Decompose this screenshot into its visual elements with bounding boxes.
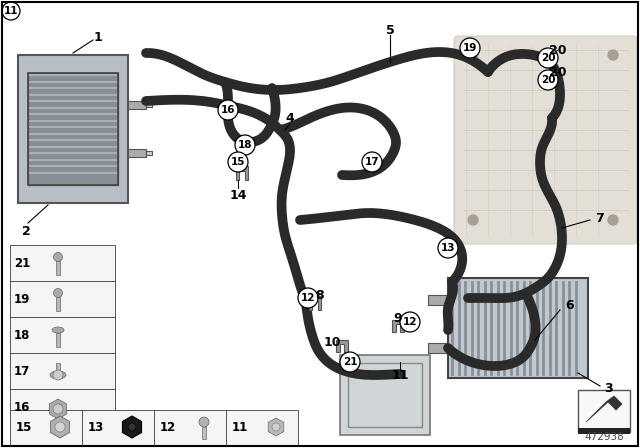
Text: 16: 16 <box>221 105 236 115</box>
Text: 2: 2 <box>22 224 30 237</box>
Polygon shape <box>308 296 321 310</box>
Text: 1: 1 <box>93 30 102 43</box>
Bar <box>128 149 146 157</box>
Circle shape <box>53 370 63 380</box>
Ellipse shape <box>52 327 64 333</box>
Text: 16: 16 <box>14 401 30 414</box>
Circle shape <box>54 289 63 297</box>
Circle shape <box>235 135 255 155</box>
Circle shape <box>228 152 248 172</box>
Circle shape <box>55 422 65 432</box>
Bar <box>578 428 630 434</box>
Text: 19: 19 <box>14 293 30 306</box>
Text: 11: 11 <box>391 369 409 382</box>
Circle shape <box>128 423 136 431</box>
Circle shape <box>272 423 280 431</box>
Circle shape <box>199 417 209 427</box>
Text: 19: 19 <box>463 43 477 53</box>
Polygon shape <box>236 166 248 180</box>
Circle shape <box>468 50 478 60</box>
Bar <box>202 427 206 439</box>
Bar <box>578 390 630 432</box>
FancyBboxPatch shape <box>454 36 637 244</box>
Bar <box>154 410 226 445</box>
Text: 20: 20 <box>541 53 556 63</box>
Text: 20: 20 <box>541 75 556 85</box>
Circle shape <box>362 152 382 172</box>
Bar <box>348 363 422 427</box>
Bar <box>10 281 115 317</box>
Bar <box>428 295 448 305</box>
Circle shape <box>53 404 63 414</box>
Text: 12: 12 <box>160 421 176 434</box>
Polygon shape <box>392 320 404 332</box>
Polygon shape <box>586 396 622 422</box>
Circle shape <box>400 312 420 332</box>
Bar <box>10 410 82 445</box>
Bar <box>28 73 118 185</box>
Text: 10: 10 <box>323 336 340 349</box>
Text: 13: 13 <box>441 243 455 253</box>
Text: 12: 12 <box>403 317 417 327</box>
Circle shape <box>54 253 63 262</box>
Text: 7: 7 <box>595 211 604 224</box>
Bar <box>448 278 588 378</box>
Polygon shape <box>337 340 348 352</box>
Text: 11: 11 <box>4 6 19 16</box>
Text: 9: 9 <box>394 311 403 324</box>
Text: 20: 20 <box>549 43 567 56</box>
Circle shape <box>608 215 618 225</box>
Bar <box>146 103 152 107</box>
Circle shape <box>298 288 318 308</box>
Text: 6: 6 <box>565 298 573 311</box>
Text: 15: 15 <box>231 157 245 167</box>
Circle shape <box>608 50 618 60</box>
Text: 20: 20 <box>549 65 567 78</box>
Text: 8: 8 <box>316 289 324 302</box>
Bar <box>448 278 588 378</box>
Circle shape <box>218 100 238 120</box>
Text: 3: 3 <box>604 382 612 395</box>
Circle shape <box>460 38 480 58</box>
Bar <box>340 355 430 435</box>
Bar <box>146 151 152 155</box>
Text: 18: 18 <box>237 140 252 150</box>
Text: 11: 11 <box>232 421 248 434</box>
Text: 13: 13 <box>88 421 104 434</box>
Text: 4: 4 <box>285 112 294 125</box>
Bar <box>56 297 60 311</box>
Bar <box>82 410 154 445</box>
Bar <box>18 55 128 203</box>
Text: 21: 21 <box>343 357 357 367</box>
Bar <box>56 261 60 275</box>
Text: 18: 18 <box>14 328 30 341</box>
Ellipse shape <box>50 371 66 379</box>
Circle shape <box>340 352 360 372</box>
Bar <box>56 363 60 371</box>
Text: 472938: 472938 <box>584 432 624 442</box>
Text: 14: 14 <box>229 189 247 202</box>
Bar <box>10 317 115 353</box>
Text: 5: 5 <box>386 23 394 36</box>
Text: 21: 21 <box>14 257 30 270</box>
Bar <box>28 73 118 185</box>
Circle shape <box>2 2 20 20</box>
Bar <box>10 389 115 425</box>
Bar <box>10 245 115 281</box>
Bar <box>226 410 298 445</box>
Circle shape <box>438 238 458 258</box>
Bar <box>10 353 115 389</box>
Circle shape <box>468 215 478 225</box>
Bar <box>128 101 146 109</box>
Text: 17: 17 <box>14 365 30 378</box>
Text: 17: 17 <box>365 157 380 167</box>
Text: 15: 15 <box>16 421 32 434</box>
Circle shape <box>538 48 558 68</box>
Bar <box>56 333 60 347</box>
Bar <box>428 343 448 353</box>
Circle shape <box>538 70 558 90</box>
Text: 12: 12 <box>301 293 316 303</box>
